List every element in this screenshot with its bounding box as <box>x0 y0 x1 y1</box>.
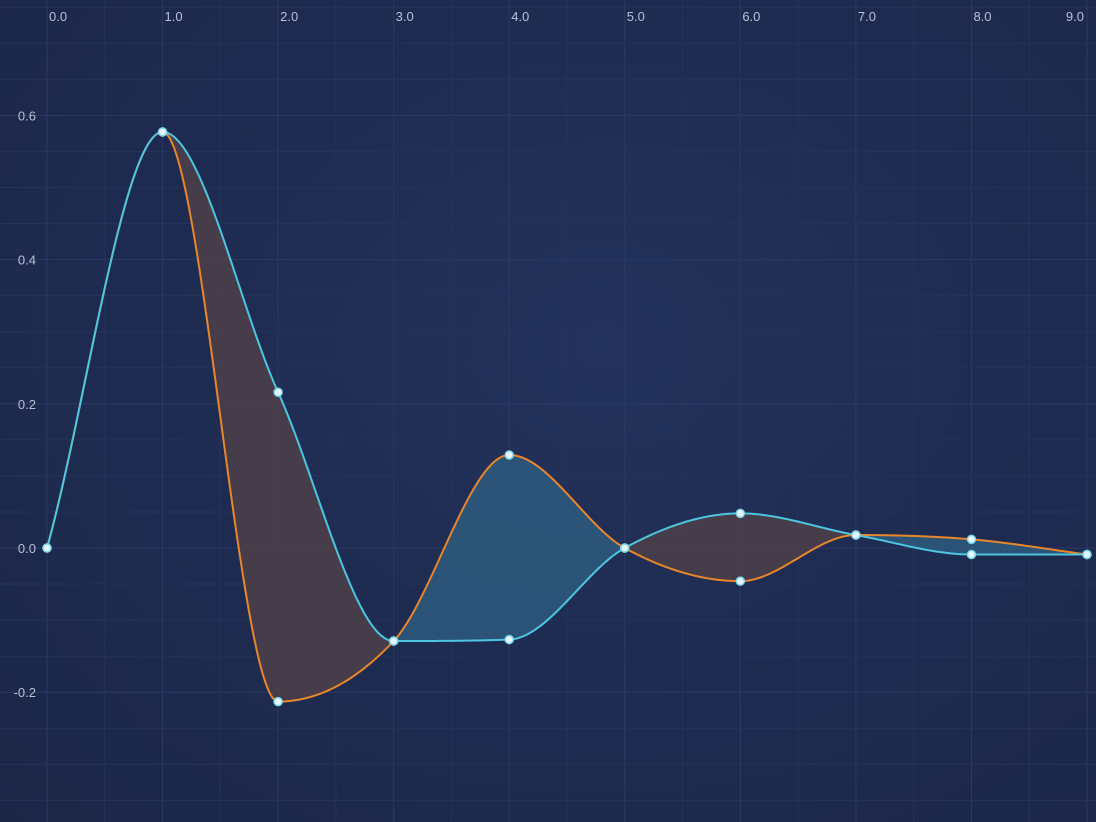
y-axis-ticks: 0.6 0.4 0.2 0.0 -0.2 <box>14 108 36 700</box>
data-point[interactable] <box>157 127 168 137</box>
y-tick-label: -0.2 <box>14 685 36 700</box>
x-axis-ticks: 0.0 1.0 2.0 3.0 4.0 5.0 6.0 7.0 8.0 9.0 <box>49 9 1084 24</box>
x-tick-label: 9.0 <box>1066 9 1084 24</box>
x-tick-label: 7.0 <box>858 9 876 24</box>
band-fill-orange <box>624 513 856 582</box>
data-point[interactable] <box>966 534 977 545</box>
band-fill-blue <box>393 454 625 642</box>
x-tick-label: 5.0 <box>627 9 645 24</box>
data-point[interactable] <box>504 450 514 460</box>
data-point[interactable] <box>273 696 283 707</box>
y-tick-label: 0.6 <box>18 108 36 123</box>
series-line-orange <box>46 130 1088 703</box>
data-point[interactable] <box>42 543 52 553</box>
y-tick-label: 0.0 <box>18 541 36 556</box>
data-point[interactable] <box>504 634 514 645</box>
x-tick-label: 8.0 <box>973 9 991 24</box>
y-tick-label: 0.4 <box>18 253 36 268</box>
data-point[interactable] <box>388 636 399 646</box>
x-tick-label: 6.0 <box>742 9 760 24</box>
series-lines <box>46 130 1088 703</box>
band-fills <box>47 131 1087 702</box>
data-point[interactable] <box>1082 549 1092 560</box>
x-tick-label: 4.0 <box>511 9 529 24</box>
series-line-blue <box>46 130 1087 643</box>
band-fill-orange <box>162 131 394 702</box>
x-tick-label: 3.0 <box>396 9 414 24</box>
data-point[interactable] <box>620 543 630 553</box>
y-tick-label: 0.2 <box>18 397 36 412</box>
x-tick-label: 2.0 <box>280 9 298 24</box>
data-point[interactable] <box>851 530 861 540</box>
data-point[interactable] <box>735 508 746 519</box>
data-point[interactable] <box>735 576 746 586</box>
data-point[interactable] <box>966 549 977 560</box>
x-tick-label: 0.0 <box>49 9 67 24</box>
data-point[interactable] <box>273 387 283 398</box>
data-points <box>42 127 1092 707</box>
x-tick-label: 1.0 <box>165 9 183 24</box>
band-fill-blue <box>855 535 1087 555</box>
